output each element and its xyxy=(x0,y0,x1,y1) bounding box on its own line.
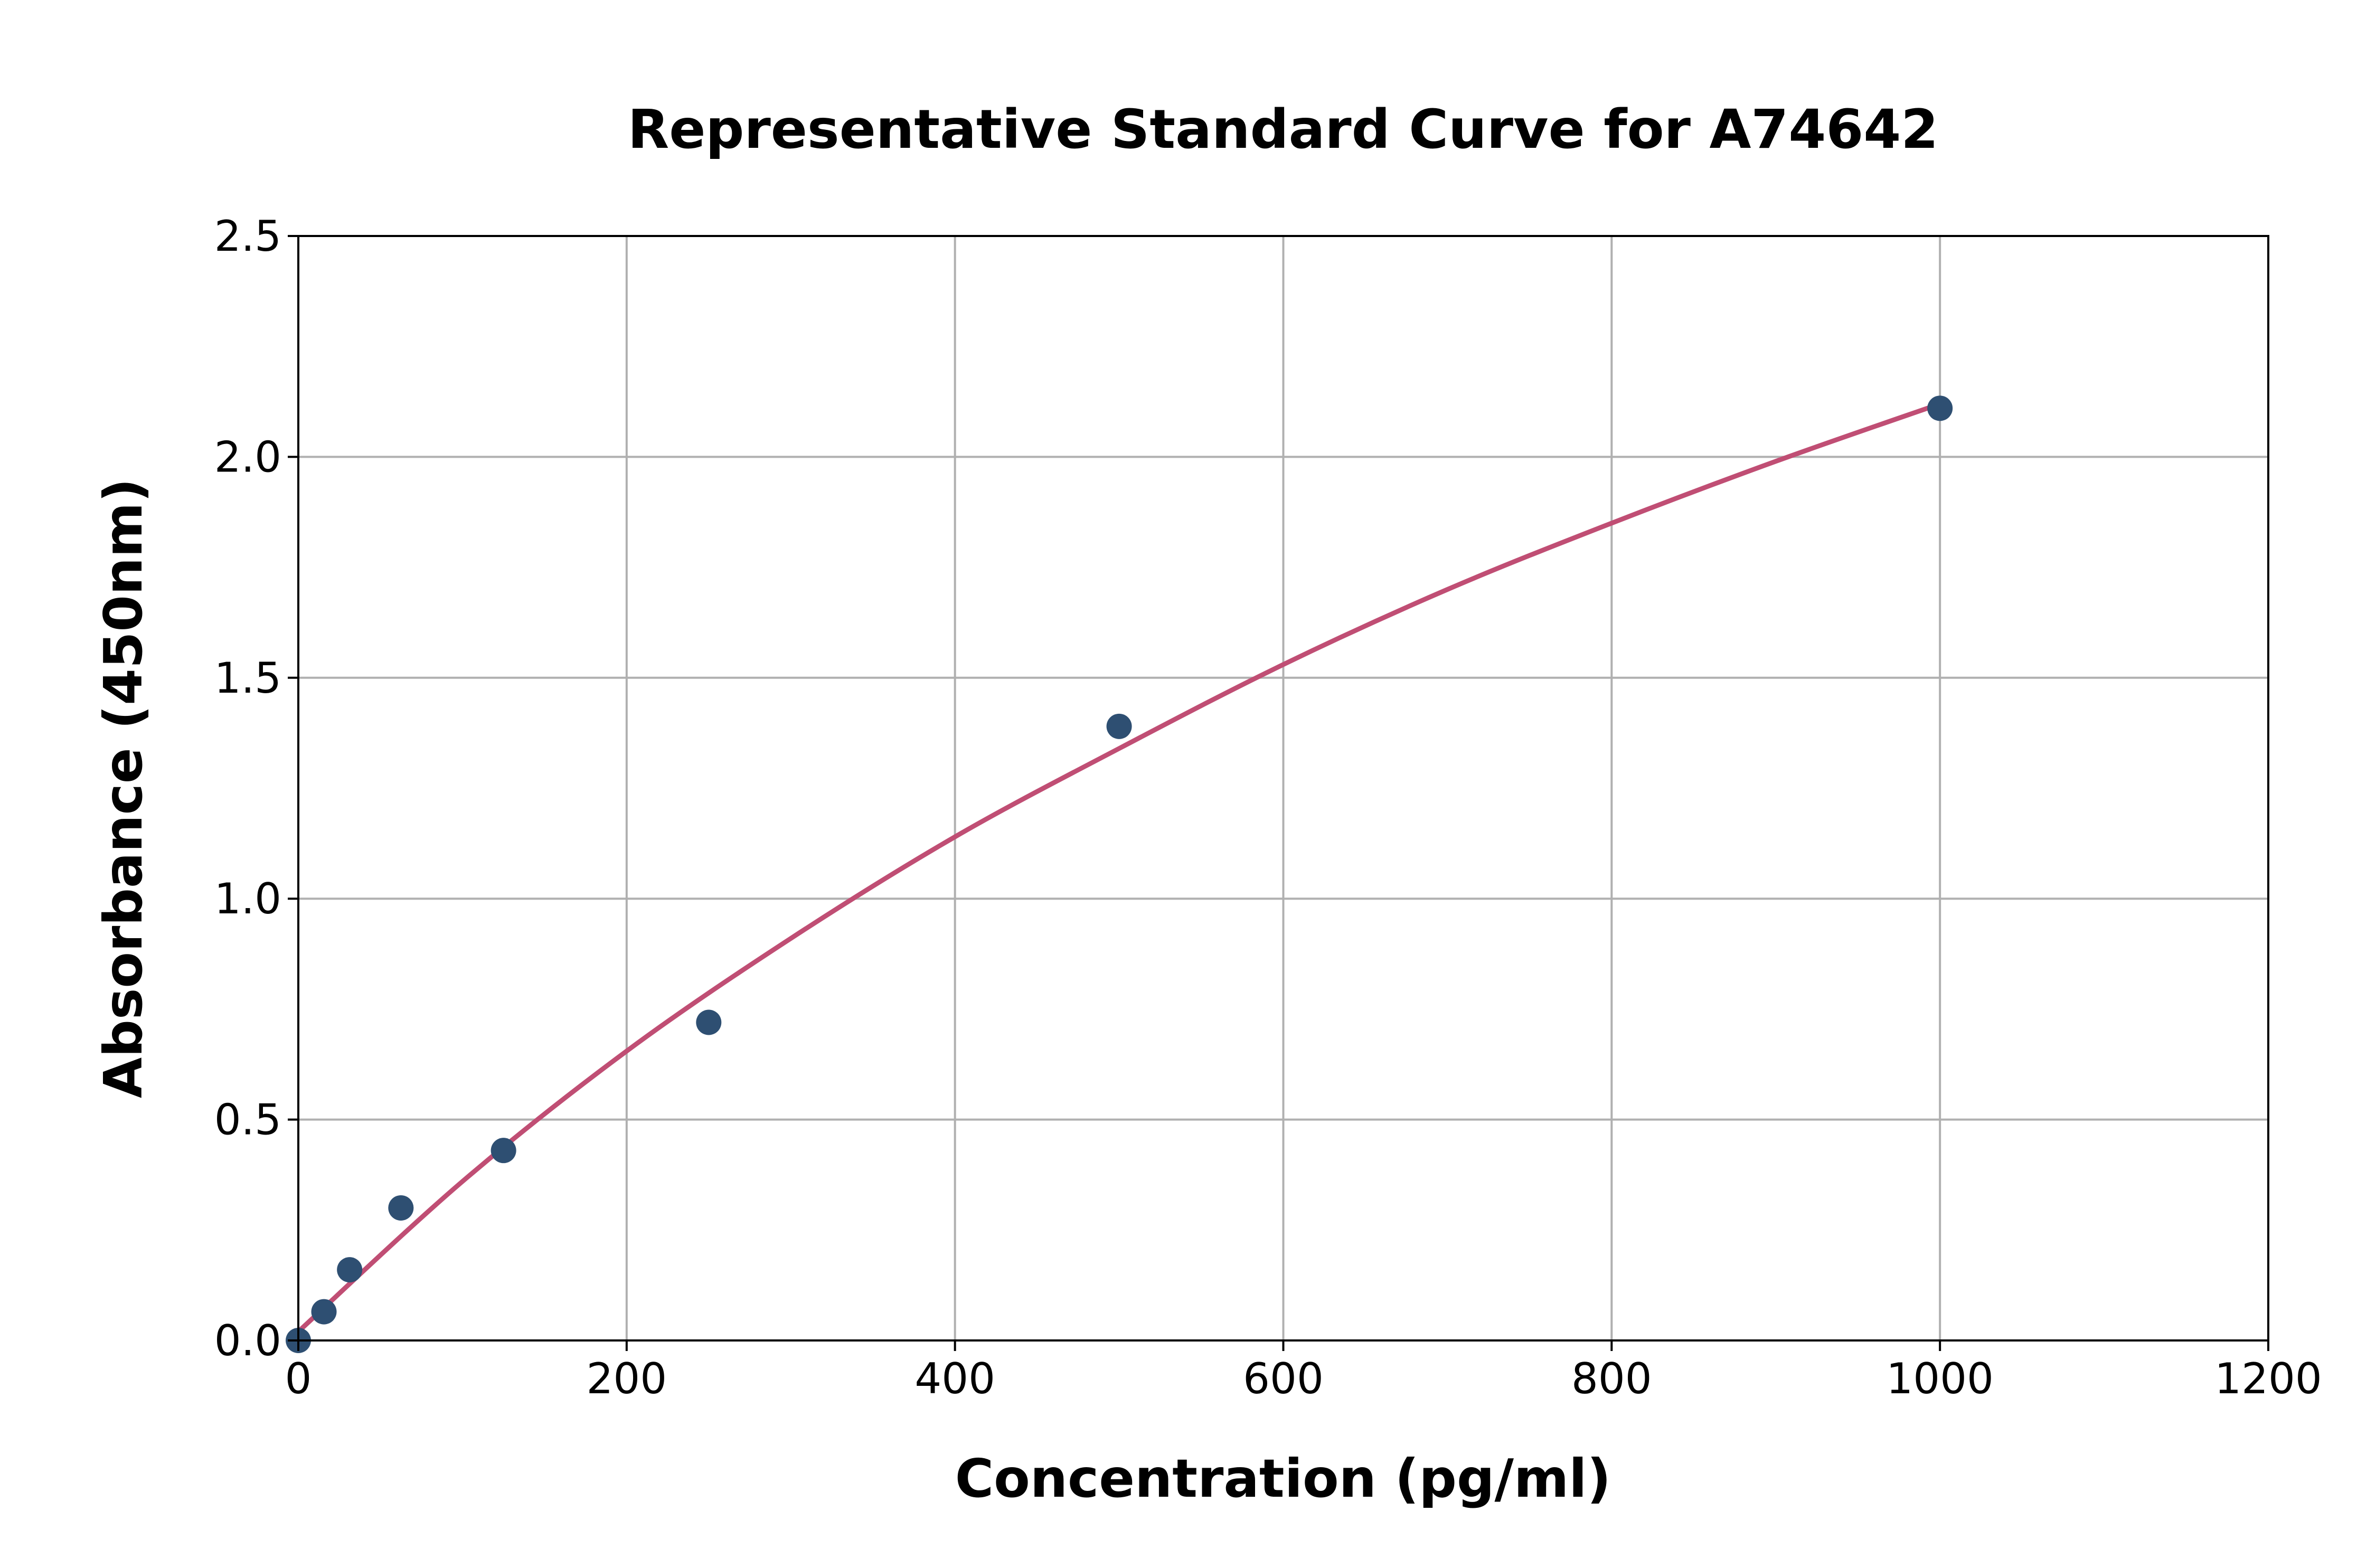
y-tick-label: 1.5 xyxy=(214,654,281,703)
data-point xyxy=(491,1138,516,1164)
x-tick-label: 1000 xyxy=(1886,1354,1994,1403)
data-point xyxy=(337,1257,363,1283)
y-tick-label: 1.0 xyxy=(214,874,281,923)
fit-curve-layer xyxy=(296,401,1941,1334)
x-axis-ticks: 0 200 400 600 800 1000 1200 xyxy=(285,1340,2322,1403)
x-axis-label: Concentration (pg/ml) xyxy=(955,1448,1611,1509)
y-tick-label: 2.0 xyxy=(214,432,281,481)
y-tick-label: 2.5 xyxy=(214,212,281,261)
y-axis-label: Absorbance (450nm) xyxy=(92,478,154,1098)
y-tick-label: 0.5 xyxy=(214,1095,281,1145)
data-point xyxy=(1106,713,1132,739)
x-tick-label: 1200 xyxy=(2214,1354,2322,1403)
y-axis-ticks: 0.0 0.5 1.0 1.5 2.0 2.5 xyxy=(214,212,298,1365)
x-tick-label: 200 xyxy=(586,1354,667,1403)
y-tick-label: 0.0 xyxy=(214,1316,281,1365)
data-point xyxy=(311,1299,337,1325)
data-points xyxy=(286,395,1953,1353)
data-point xyxy=(388,1195,414,1221)
x-tick-label: 600 xyxy=(1243,1354,1324,1403)
fit-curve xyxy=(296,401,1941,1334)
chart-title: Representative Standard Curve for A74642 xyxy=(628,98,1939,161)
x-tick-label: 400 xyxy=(914,1354,995,1403)
data-point xyxy=(1927,395,1953,421)
x-tick-label: 800 xyxy=(1571,1354,1652,1403)
data-point xyxy=(696,1009,722,1035)
x-tick-label: 0 xyxy=(285,1354,312,1403)
